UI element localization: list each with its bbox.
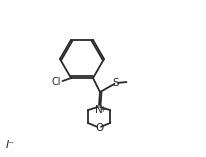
Text: +: +	[99, 105, 105, 114]
Text: Cl: Cl	[51, 77, 61, 87]
Text: S: S	[112, 78, 119, 88]
Text: I⁻: I⁻	[6, 140, 15, 150]
Text: O: O	[94, 123, 103, 133]
Text: N: N	[95, 105, 102, 115]
